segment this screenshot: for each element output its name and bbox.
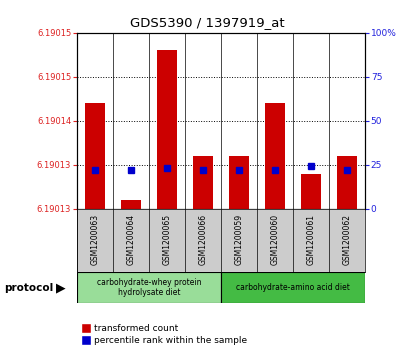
Text: GDS5390 / 1397919_at: GDS5390 / 1397919_at: [130, 16, 285, 29]
Legend: transformed count, percentile rank within the sample: transformed count, percentile rank withi…: [81, 324, 247, 344]
Bar: [337, 156, 357, 209]
Text: GSM1200062: GSM1200062: [343, 214, 352, 265]
Text: carbohydrate-whey protein
hydrolysate diet: carbohydrate-whey protein hydrolysate di…: [97, 278, 201, 297]
Text: GSM1200066: GSM1200066: [198, 214, 208, 265]
Bar: [301, 174, 321, 209]
Bar: [193, 156, 213, 209]
FancyBboxPatch shape: [77, 272, 221, 303]
Bar: [157, 50, 177, 209]
Text: protocol: protocol: [4, 283, 54, 293]
Text: carbohydrate-amino acid diet: carbohydrate-amino acid diet: [236, 283, 350, 292]
Text: GSM1200059: GSM1200059: [234, 214, 244, 265]
Bar: [85, 103, 105, 209]
Text: ▶: ▶: [56, 281, 66, 294]
Text: GSM1200060: GSM1200060: [271, 214, 280, 265]
Text: GSM1200063: GSM1200063: [90, 214, 99, 265]
Text: GSM1200065: GSM1200065: [162, 214, 171, 265]
Bar: [121, 200, 141, 209]
Bar: [265, 103, 285, 209]
Text: GSM1200061: GSM1200061: [307, 214, 316, 265]
Bar: [229, 156, 249, 209]
FancyBboxPatch shape: [221, 272, 365, 303]
Text: GSM1200064: GSM1200064: [126, 214, 135, 265]
